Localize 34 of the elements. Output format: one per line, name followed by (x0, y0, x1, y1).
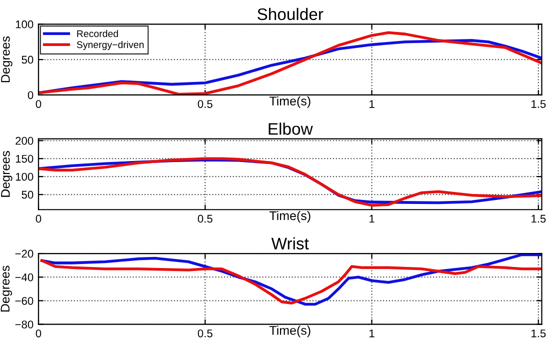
x-tick-label: 0 (36, 214, 42, 223)
y-tick-label: 200 (16, 136, 34, 145)
y-tick-label: −80 (15, 320, 34, 328)
legend-label: Recorded (77, 30, 118, 38)
chart-title: Wrist (271, 237, 309, 250)
x-tick-label: 1.5 (532, 214, 546, 223)
y-tick-label: −40 (15, 273, 34, 282)
x-tick-label: 1 (370, 330, 374, 338)
legend-label: Synergy−driven (76, 40, 144, 50)
chart-title: Shoulder (258, 8, 324, 20)
y-axis-title: Degrees (1, 151, 12, 197)
x-axis-title: Time(s) (269, 96, 310, 108)
y-tick-label: 150 (16, 154, 34, 163)
y-tick-label: 50 (22, 190, 34, 199)
y-axis-title: Degrees (0, 266, 12, 312)
x-tick-label: 0 (36, 100, 42, 108)
x-tick-label: 0.5 (198, 214, 212, 223)
y-tick-label: 100 (16, 20, 34, 28)
y-tick-label: 100 (16, 172, 34, 181)
x-axis-title: Time(s) (269, 326, 310, 338)
x-tick-label: 1.5 (532, 100, 546, 108)
y-tick-label: −20 (15, 250, 34, 258)
y-tick-label: 50 (22, 56, 34, 64)
chart-title: Elbow (268, 122, 313, 135)
x-tick-label: 1 (370, 100, 374, 108)
y-tick-label: −60 (15, 296, 34, 305)
y-axis-title: Degrees (1, 36, 12, 82)
x-axis-title: Time(s) (269, 210, 310, 223)
x-tick-label: 0.5 (198, 329, 212, 338)
x-tick-label: 0.5 (198, 100, 212, 108)
x-tick-label: 1.5 (532, 330, 546, 338)
y-tick-label: 0 (28, 91, 34, 100)
x-tick-label: 0 (36, 329, 42, 338)
x-tick-label: 1 (370, 214, 374, 223)
